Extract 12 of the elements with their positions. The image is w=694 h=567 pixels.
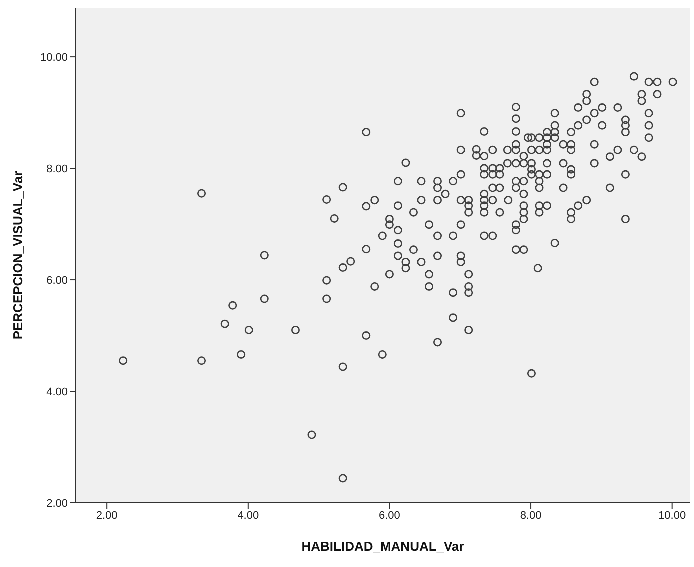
y-tick-label: 4.00 <box>46 386 68 398</box>
x-tick-label: 8.00 <box>520 510 542 522</box>
x-tick-label: 6.00 <box>379 510 400 522</box>
y-tick-label: 10.00 <box>40 52 68 64</box>
y-tick-label: 6.00 <box>46 274 68 287</box>
y-axis-title: PERCEPCION_VISUAL_Var <box>10 171 26 340</box>
x-tick-label: 10.00 <box>658 510 686 522</box>
x-tick-label: 4.00 <box>238 510 260 522</box>
y-tick-label: 2.00 <box>46 498 68 510</box>
x-axis-title: HABILIDAD_MANUAL_Var <box>302 539 464 554</box>
y-tick-label: 8.00 <box>46 163 68 176</box>
x-tick-label: 2.00 <box>96 510 118 522</box>
